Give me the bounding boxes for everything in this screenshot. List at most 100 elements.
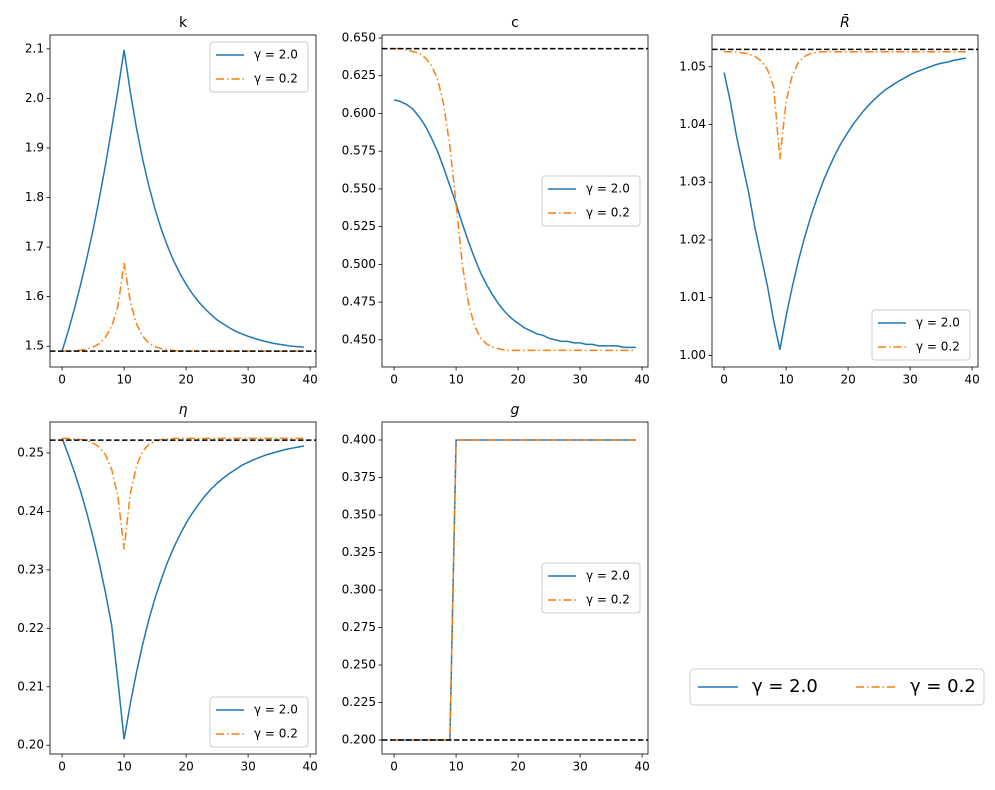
legend-label: γ = 2.0 <box>254 703 298 717</box>
subplot: c 0 10 20 30 40 0.450 0.475 0.500 0.525 0.550 0.575… <box>342 15 650 387</box>
y-tick-label: 0.650 <box>342 31 376 45</box>
y-tick-label: 0.225 <box>342 695 376 709</box>
y-tick-label: 0.22 <box>17 621 44 635</box>
subplot-title: η <box>179 402 188 418</box>
y-tick-label: 1.02 <box>679 232 706 246</box>
series-line <box>61 49 304 352</box>
x-tick-label: 30 <box>240 760 255 774</box>
x-tick-label: 40 <box>634 760 649 774</box>
subplot: g 0 10 20 30 40 0.200 0.225 0.250 0.275 0.300 0.325… <box>342 402 650 774</box>
y-tick-label: 2.0 <box>25 91 44 105</box>
figure-legend-label: γ = 0.2 <box>910 676 976 697</box>
x-tick-label: 40 <box>964 373 979 387</box>
y-tick-label: 0.575 <box>342 144 376 158</box>
series-line <box>393 99 636 349</box>
x-tick-label: 20 <box>510 760 525 774</box>
axes-frame <box>49 34 317 368</box>
legend-label: γ = 2.0 <box>916 316 960 330</box>
y-tick-label: 0.375 <box>342 470 376 484</box>
axes-frame <box>711 34 979 368</box>
figure-legend: γ = 2.0 γ = 0.2 <box>689 668 985 706</box>
y-tick-label: 1.03 <box>679 175 706 189</box>
y-tick-label: 0.525 <box>342 219 376 233</box>
y-tick-label: 0.625 <box>342 68 376 82</box>
series-line <box>61 438 305 740</box>
x-tick-label: 10 <box>116 760 131 774</box>
y-tick-label: 0.300 <box>342 583 376 597</box>
series-line <box>62 437 304 550</box>
axes-frame <box>381 34 649 368</box>
y-tick-label: 2.1 <box>25 41 44 55</box>
x-tick-label: 40 <box>634 373 649 387</box>
y-tick-label: 0.23 <box>17 562 44 576</box>
x-tick-label: 30 <box>572 760 587 774</box>
x-tick-label: 0 <box>720 373 728 387</box>
y-tick-label: 1.9 <box>25 140 44 154</box>
subplot-title: g <box>511 402 520 418</box>
y-tick-label: 0.600 <box>342 106 376 120</box>
x-tick-label: 20 <box>840 373 855 387</box>
y-tick-label: 1.04 <box>679 117 706 131</box>
axes-frame <box>381 421 649 755</box>
y-tick-label: 0.200 <box>342 733 376 747</box>
y-tick-label: 1.00 <box>679 348 706 362</box>
x-tick-label: 30 <box>572 373 587 387</box>
y-tick-label: 1.7 <box>25 240 44 254</box>
y-tick-label: 0.350 <box>342 508 376 522</box>
x-tick-label: 30 <box>902 373 917 387</box>
legend: γ = 2.0 γ = 0.2 <box>209 696 309 748</box>
series-line <box>723 57 967 350</box>
y-tick-label: 0.20 <box>17 738 44 752</box>
figure-legend-box <box>689 668 985 706</box>
subplot-title: R̄ <box>840 13 850 31</box>
legend-label: γ = 0.2 <box>586 593 630 607</box>
y-tick-label: 0.325 <box>342 545 376 559</box>
x-tick-label: 0 <box>58 760 66 774</box>
y-tick-label: 0.25 <box>17 445 44 459</box>
legend-label: γ = 0.2 <box>254 727 298 741</box>
y-tick-label: 0.475 <box>342 295 376 309</box>
x-tick-label: 10 <box>448 373 463 387</box>
x-tick-label: 0 <box>390 760 398 774</box>
x-tick-label: 20 <box>510 373 525 387</box>
legend-label: γ = 2.0 <box>586 182 630 196</box>
legend: γ = 2.0 γ = 0.2 <box>209 41 309 93</box>
y-tick-label: 0.24 <box>17 504 44 518</box>
x-tick-label: 30 <box>240 373 255 387</box>
y-tick-label: 0.250 <box>342 658 376 672</box>
y-tick-label: 0.550 <box>342 181 376 195</box>
series-line <box>394 439 636 741</box>
legend: γ = 2.0 γ = 0.2 <box>541 175 641 227</box>
subplot: k0 10 20 30 401.51.61.71.81.92.02.1 γ = 2.0γ … <box>25 15 318 387</box>
subplot: R̄ 0 10 20 30 40 1.00 1.01 1.02 1.03 1.04 1.05 γ = 2… <box>679 13 979 386</box>
y-tick-label: 1.01 <box>679 290 706 304</box>
legend-label: γ = 0.2 <box>254 72 298 86</box>
x-tick-label: 10 <box>448 760 463 774</box>
x-tick-label: 20 <box>178 760 193 774</box>
y-tick-label: 0.500 <box>342 257 376 271</box>
y-tick-label: 1.5 <box>25 339 44 353</box>
x-tick-label: 20 <box>178 373 193 387</box>
legend-label: γ = 0.2 <box>916 340 960 354</box>
axes-frame <box>49 421 317 755</box>
subplot-title: c <box>511 15 519 31</box>
y-tick-label: 0.400 <box>342 433 376 447</box>
legend: γ = 2.0 γ = 0.2 <box>541 562 641 614</box>
legend-label: γ = 2.0 <box>586 569 630 583</box>
y-tick-label: 0.21 <box>17 679 44 693</box>
y-tick-label: 1.05 <box>679 59 706 73</box>
series-line <box>394 47 636 352</box>
series-line <box>62 262 304 352</box>
x-tick-label: 40 <box>302 760 317 774</box>
legend-label: γ = 0.2 <box>586 206 630 220</box>
x-tick-label: 40 <box>302 373 317 387</box>
x-tick-label: 0 <box>58 373 66 387</box>
legend: γ = 2.0 γ = 0.2 <box>871 309 971 361</box>
subplot: η 0 10 20 30 40 0.20 0.21 0.22 0.23 0.24 0.25 γ = 2.… <box>17 402 317 774</box>
y-tick-label: 0.275 <box>342 620 376 634</box>
y-tick-label: 1.8 <box>25 190 44 204</box>
x-tick-label: 10 <box>116 373 131 387</box>
y-tick-label: 0.450 <box>342 332 376 346</box>
